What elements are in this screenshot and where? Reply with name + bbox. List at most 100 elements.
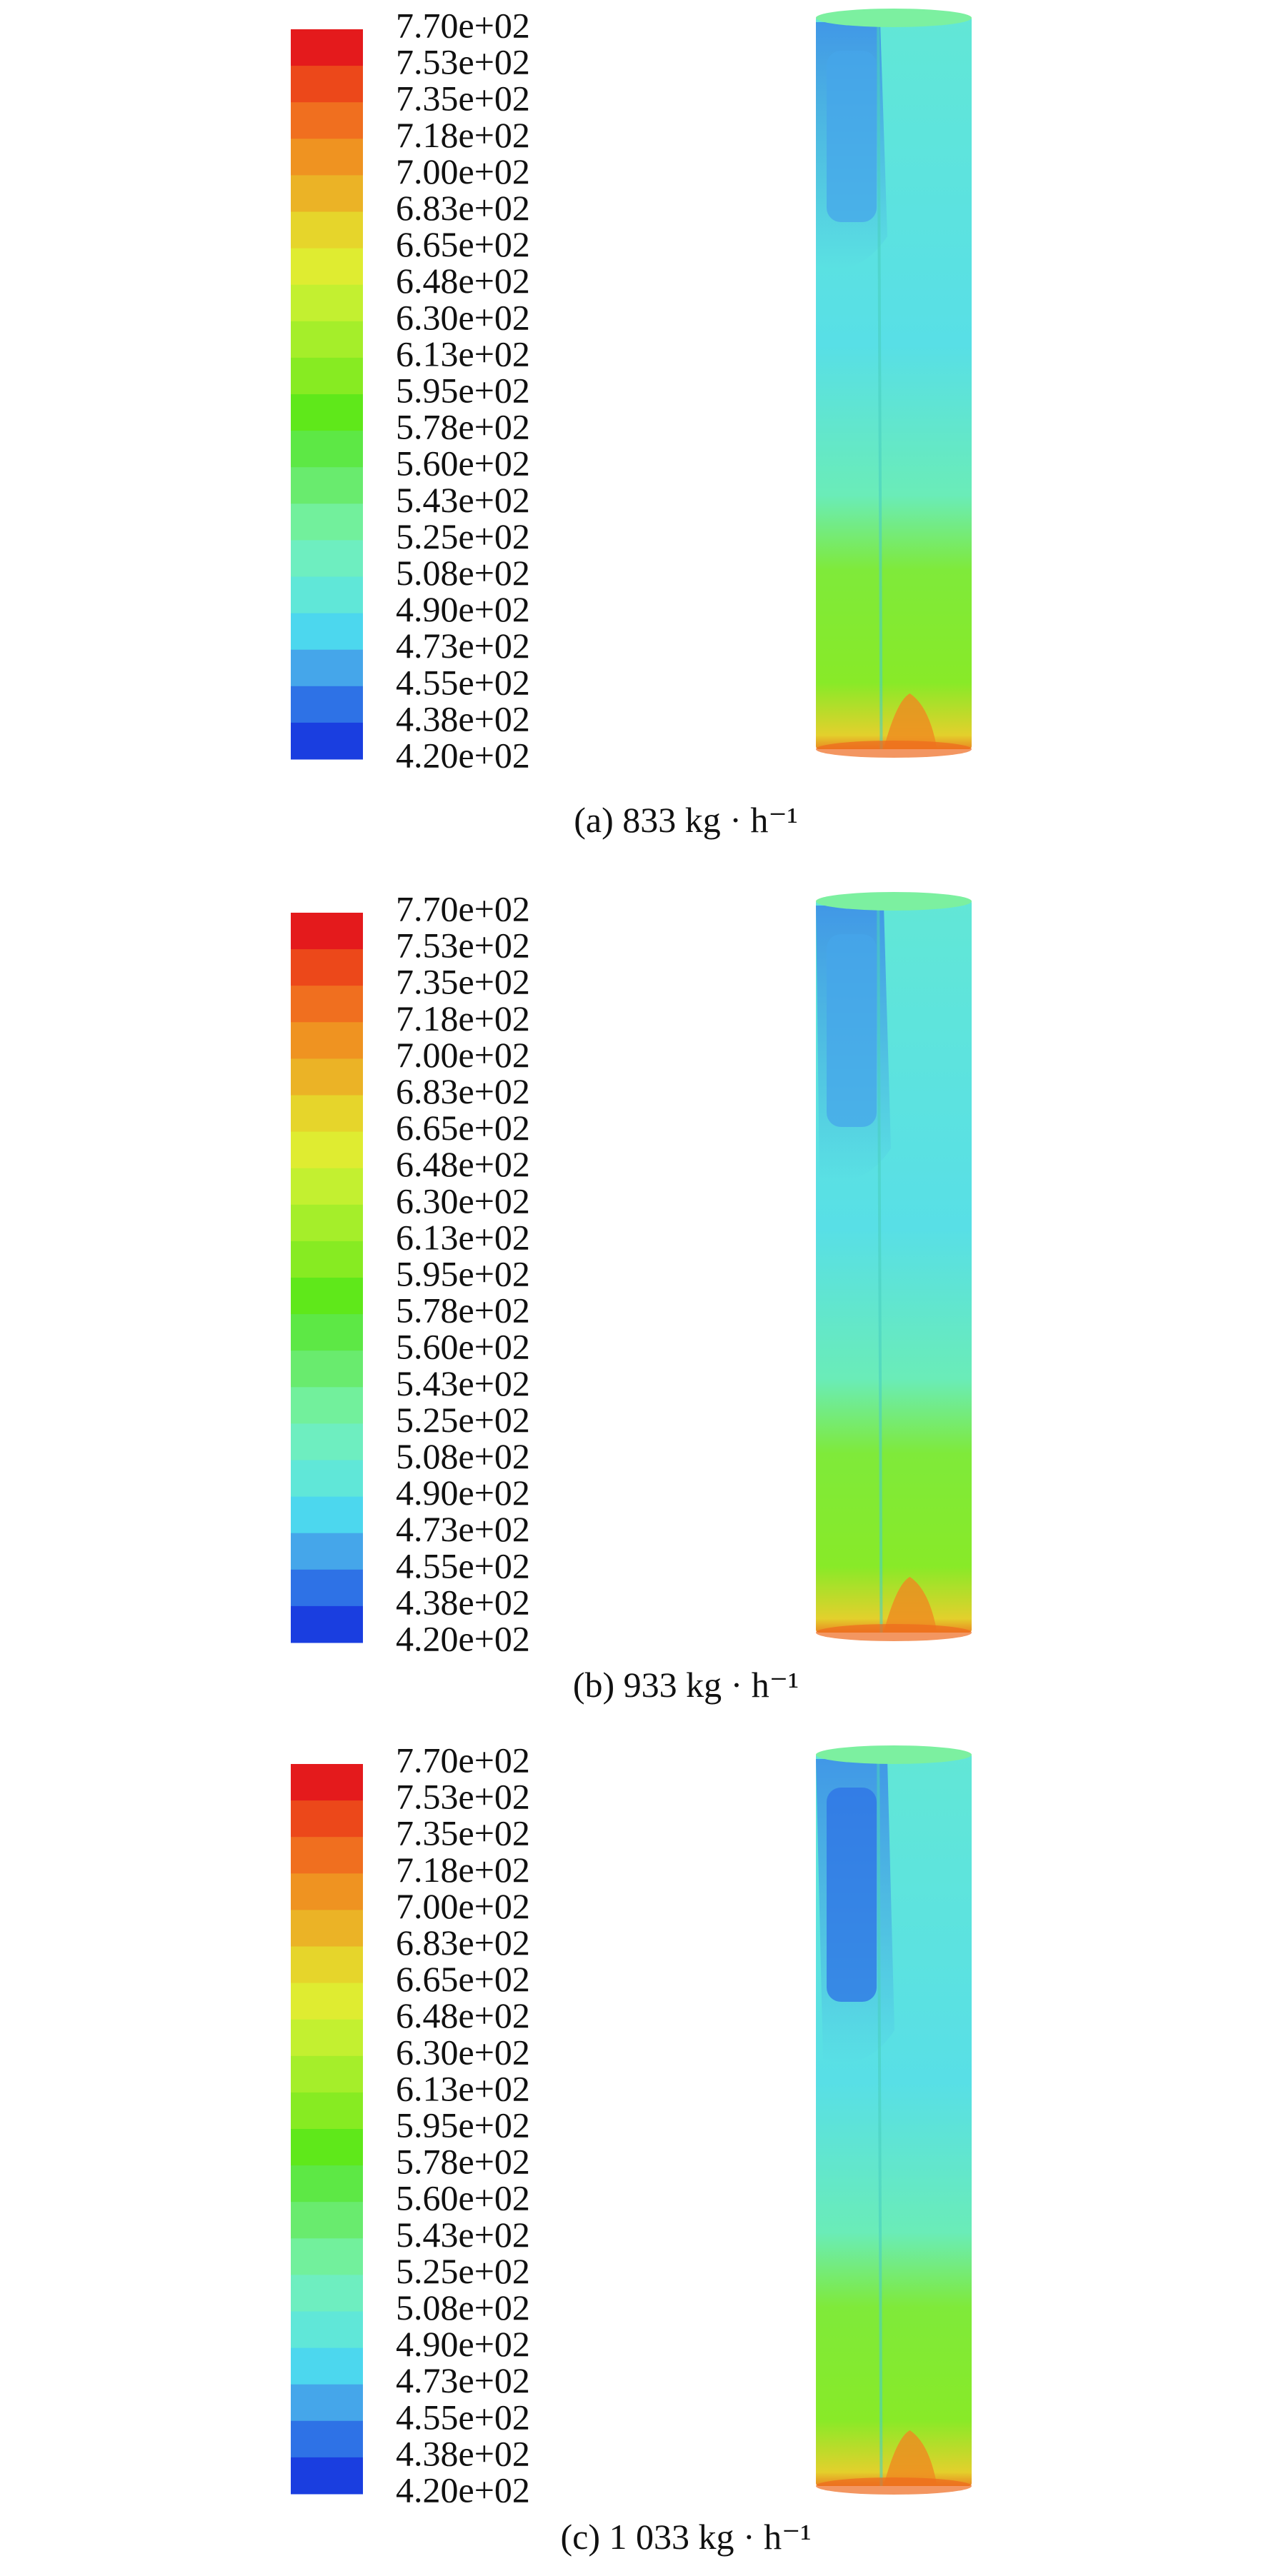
legend-label: 4.38e+02 [396,698,530,738]
cool-core [827,1788,877,2002]
legend-label: 7.70e+02 [396,1740,530,1780]
legend-swatch [291,357,363,395]
legend-label: 5.25e+02 [396,2251,530,2291]
legend-label: 5.95e+02 [396,370,530,410]
legend-label: 5.78e+02 [396,407,530,447]
legend-swatch [291,2092,363,2130]
legend-swatch [291,1946,363,1984]
legend-label: 5.08e+02 [396,1436,530,1476]
legend-label: 4.90e+02 [396,2324,530,2364]
legend-label: 4.20e+02 [396,2470,530,2510]
legend-swatch [291,321,363,359]
legend-label: 7.00e+02 [396,1035,530,1075]
legend-label: 4.90e+02 [396,589,530,629]
legend-swatch [291,2311,363,2349]
legend-swatch [291,613,363,651]
legend-label: 7.70e+02 [396,5,530,45]
legend-label: 6.30e+02 [396,297,530,337]
legend-swatch [291,1496,363,1534]
legend-swatch [291,394,363,431]
legend-swatch [291,467,363,504]
legend-swatch [291,1605,363,1643]
legend-label: 5.95e+02 [396,1253,530,1293]
legend-swatch [291,576,363,614]
legend-swatch [291,686,363,723]
legend-label: 6.13e+02 [396,1217,530,1257]
legend-label: 7.18e+02 [396,115,530,155]
legend-swatch [291,2055,363,2093]
legend-label: 5.43e+02 [396,2215,530,2255]
legend-label: 4.20e+02 [396,1618,530,1658]
legend-label: 7.53e+02 [396,1777,530,1817]
cylinder [816,900,972,1633]
legend-label: 6.65e+02 [396,1108,530,1148]
legend-swatch [291,503,363,541]
legend-label: 5.25e+02 [396,1400,530,1440]
legend-swatch [291,1569,363,1607]
legend-label: 5.60e+02 [396,1327,530,1367]
legend-swatch [291,1350,363,1388]
legend-label: 5.78e+02 [396,1290,530,1330]
legend-label: 6.30e+02 [396,2032,530,2072]
cylinder [816,16,972,749]
cylinder-cap [816,1745,972,1764]
panel: 7.70e+027.53e+027.35e+027.18e+027.00e+02… [291,888,972,1705]
cylinder-bottom [816,1624,972,1641]
legend-swatch [291,1910,363,1947]
cylinder-seam [877,901,883,1633]
legend-swatch [291,949,363,986]
legend-label: 5.43e+02 [396,480,530,520]
legend-swatch [291,29,363,66]
legend-swatch [291,102,363,139]
legend-swatch [291,1533,363,1570]
legend-swatch [291,1095,363,1133]
legend-swatch [291,1241,363,1278]
cylinder-seam [877,18,883,749]
caption: (b) 933 kg · h⁻¹ [573,1665,799,1705]
legend-swatch [291,722,363,760]
cylinder-bottom [816,2477,972,2495]
cylinder-cap [816,9,972,27]
legend-swatch [291,1460,363,1498]
legend-label: 5.78e+02 [396,2142,530,2182]
legend-label: 5.08e+02 [396,553,530,593]
legend-swatch [291,2019,363,2057]
legend-swatch [291,248,363,286]
legend-swatch [291,649,363,687]
legend-swatch [291,1873,363,1910]
cylinder-bottom [816,741,972,758]
legend-swatch [291,1278,363,1315]
legend-swatch [291,1314,363,1351]
legend-label: 6.65e+02 [396,224,530,264]
cylinder-cap [816,892,972,911]
legend-label: 7.35e+02 [396,962,530,1002]
legend-label: 6.83e+02 [396,1071,530,1111]
legend-label: 4.55e+02 [396,662,530,702]
legend-swatch [291,2384,363,2422]
cylinder-seam [877,1755,883,2486]
legend-swatch [291,2420,363,2458]
legend-label: 6.48e+02 [396,1144,530,1184]
legend-label: 4.73e+02 [396,626,530,666]
legend-swatch [291,139,363,176]
legend-label: 6.83e+02 [396,1923,530,1963]
legend-label: 5.60e+02 [396,2178,530,2218]
legend-swatch [291,1204,363,1242]
legend-label: 7.00e+02 [396,1886,530,1926]
legend-swatch [291,2202,363,2239]
legend-label: 5.60e+02 [396,443,530,483]
legend-label: 6.13e+02 [396,2068,530,2108]
legend-swatch [291,2129,363,2166]
legend-label: 4.55e+02 [396,2397,530,2437]
cool-core [827,934,877,1127]
legend-swatch [291,1800,363,1838]
legend-label: 6.48e+02 [396,1995,530,2035]
legend-swatch [291,2238,363,2275]
legend-swatch [291,1423,363,1460]
legend-swatch [291,284,363,322]
caption: (a) 833 kg · h⁻¹ [574,800,798,840]
legend-swatch [291,986,363,1023]
legend-swatch [291,1387,363,1424]
legend-label: 4.73e+02 [396,2360,530,2400]
